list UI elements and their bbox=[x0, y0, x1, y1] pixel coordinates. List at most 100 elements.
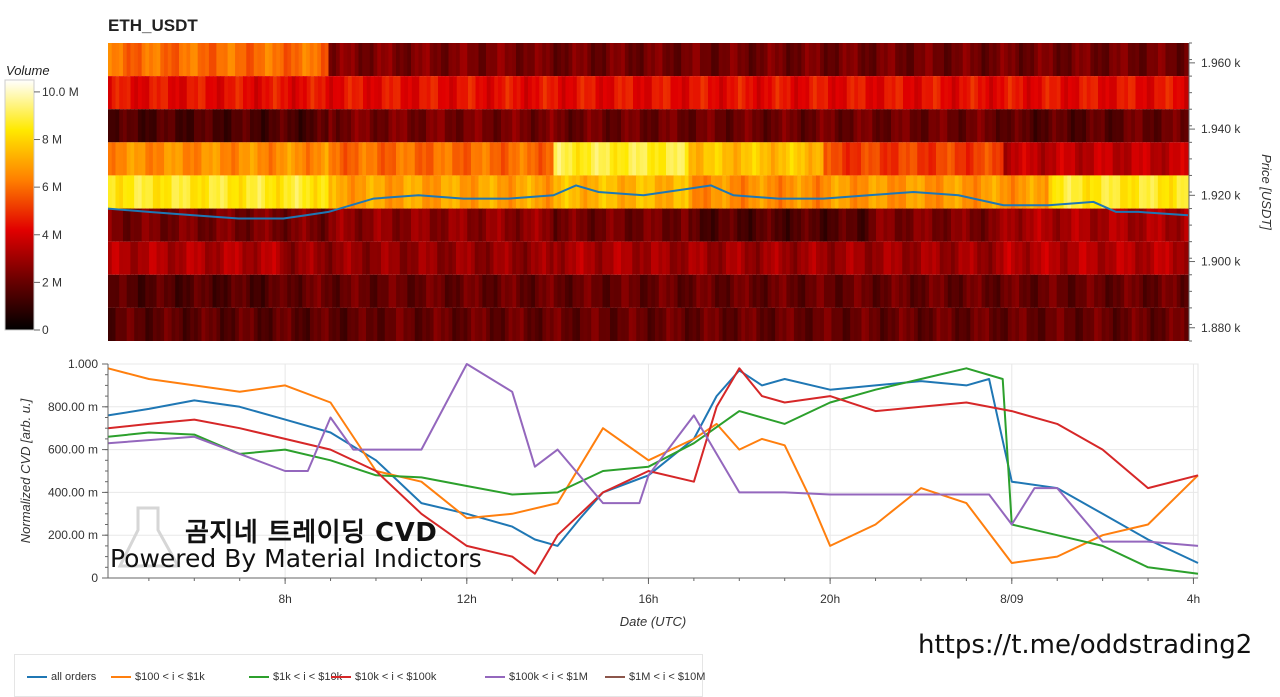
heatmap-cell bbox=[122, 109, 128, 143]
heatmap-cell bbox=[448, 43, 453, 77]
heatmap-cell bbox=[164, 307, 169, 341]
heatmap-cell bbox=[756, 109, 761, 143]
heatmap-cell bbox=[321, 109, 326, 143]
legend-item[interactable]: $1M < i < $10M bbox=[605, 671, 705, 683]
heatmap-cell bbox=[384, 142, 390, 176]
heatmap-cell bbox=[463, 142, 468, 176]
heatmap-cell bbox=[970, 307, 975, 341]
heatmap-cell bbox=[205, 241, 210, 275]
heatmap-cell bbox=[332, 307, 337, 341]
heatmap-cell bbox=[1007, 274, 1013, 308]
heatmap-cell bbox=[681, 307, 686, 341]
heatmap-cell bbox=[970, 274, 975, 308]
heatmap-cell bbox=[1056, 175, 1061, 209]
heatmap-cell bbox=[996, 307, 1001, 341]
heatmap-cell bbox=[564, 175, 570, 209]
heatmap-cell bbox=[182, 109, 188, 143]
heatmap-cell bbox=[268, 307, 274, 341]
heatmap-cell bbox=[572, 208, 577, 242]
heatmap-cell bbox=[156, 142, 161, 176]
legend-item[interactable]: $1k < i < $10k bbox=[249, 671, 342, 683]
heatmap-cell bbox=[782, 307, 787, 341]
legend-item[interactable]: $10k < i < $100k bbox=[331, 671, 436, 683]
heatmap-cell bbox=[831, 175, 836, 209]
heatmap-cell bbox=[486, 241, 491, 275]
heatmap-cell bbox=[996, 109, 1001, 143]
heatmap-cell bbox=[489, 109, 495, 143]
heatmap-cell bbox=[186, 274, 191, 308]
heatmap-cell bbox=[504, 142, 510, 176]
heatmap-cell bbox=[119, 274, 124, 308]
heatmap-cell bbox=[699, 241, 705, 275]
heatmap-cell bbox=[205, 274, 210, 308]
legend-item[interactable]: $100 < i < $1k bbox=[111, 671, 205, 683]
heatmap-cell bbox=[351, 142, 356, 176]
heatmap-cell bbox=[130, 241, 135, 275]
heatmap-cell bbox=[137, 109, 143, 143]
heatmap-cell bbox=[917, 307, 923, 341]
heatmap-cell bbox=[403, 274, 408, 308]
heatmap-panel: 1.880 k1.900 k1.920 k1.940 k1.960 kPrice… bbox=[107, 42, 1274, 342]
heatmap-cell bbox=[302, 307, 307, 341]
heatmap-cell bbox=[681, 109, 686, 143]
heatmap-cell bbox=[1131, 208, 1136, 242]
heatmap-cell bbox=[621, 43, 626, 77]
heatmap-cell bbox=[474, 142, 480, 176]
heatmap-cell bbox=[988, 109, 993, 143]
heatmap-cell bbox=[1078, 241, 1084, 275]
heatmap-cell bbox=[493, 241, 498, 275]
heatmap-cell bbox=[970, 43, 975, 77]
heatmap-cell bbox=[891, 307, 896, 341]
heatmap-cell bbox=[489, 43, 495, 77]
heatmap-cell bbox=[1139, 142, 1144, 176]
heatmap-cell bbox=[906, 307, 911, 341]
heatmap-cell bbox=[594, 241, 600, 275]
heatmap-cell bbox=[317, 142, 322, 176]
colorbar-tick-label: 6 M bbox=[42, 180, 62, 194]
heatmap-cell bbox=[167, 208, 173, 242]
heatmap-cell bbox=[516, 241, 521, 275]
heatmap-cell bbox=[332, 241, 337, 275]
heatmap-cell bbox=[708, 76, 713, 110]
heatmap-cell bbox=[227, 43, 232, 77]
heatmap-cell bbox=[287, 175, 292, 209]
heatmap-cell bbox=[804, 208, 810, 242]
heatmap-cell bbox=[812, 109, 817, 143]
heatmap-cell bbox=[868, 307, 874, 341]
heatmap-cell bbox=[231, 307, 236, 341]
heatmap-cell bbox=[789, 175, 795, 209]
heatmap-cell bbox=[306, 76, 312, 110]
heatmap-cell bbox=[122, 175, 128, 209]
heatmap-cell bbox=[568, 109, 573, 143]
heatmap-cell bbox=[684, 175, 690, 209]
heatmap-cell bbox=[1105, 274, 1110, 308]
heatmap-cell bbox=[842, 142, 847, 176]
heatmap-cell bbox=[471, 43, 476, 77]
heatmap-cell bbox=[501, 76, 507, 110]
heatmap-cell bbox=[1007, 175, 1012, 209]
heatmap-cell bbox=[498, 76, 503, 110]
heatmap-cell bbox=[441, 142, 446, 176]
heatmap-cell bbox=[594, 307, 600, 341]
legend-item[interactable]: $100k < i < $1M bbox=[485, 671, 588, 683]
heatmap-cell bbox=[703, 274, 709, 308]
heatmap-cell bbox=[602, 109, 607, 143]
heatmap-cell bbox=[134, 76, 139, 110]
heatmap-cell bbox=[632, 274, 637, 308]
legend-item[interactable]: all orders bbox=[27, 671, 96, 683]
heatmap-cell bbox=[1059, 142, 1065, 176]
colorbar-gradient bbox=[4, 79, 35, 331]
heatmap-cell bbox=[610, 76, 615, 110]
heatmap-cell bbox=[947, 175, 952, 209]
heatmap-cell bbox=[812, 142, 817, 176]
heatmap-cell bbox=[580, 274, 585, 308]
heatmap-cell bbox=[842, 274, 848, 308]
heatmap-cell bbox=[1094, 307, 1099, 341]
cvd-y-tick-label: 600.00 m bbox=[48, 443, 98, 457]
heatmap-cell bbox=[879, 241, 885, 275]
heatmap-cell bbox=[684, 43, 690, 77]
heatmap-cell bbox=[369, 109, 375, 143]
heatmap-cell bbox=[287, 142, 292, 176]
heatmap-cell bbox=[504, 175, 510, 209]
heatmap-cell bbox=[962, 307, 968, 341]
